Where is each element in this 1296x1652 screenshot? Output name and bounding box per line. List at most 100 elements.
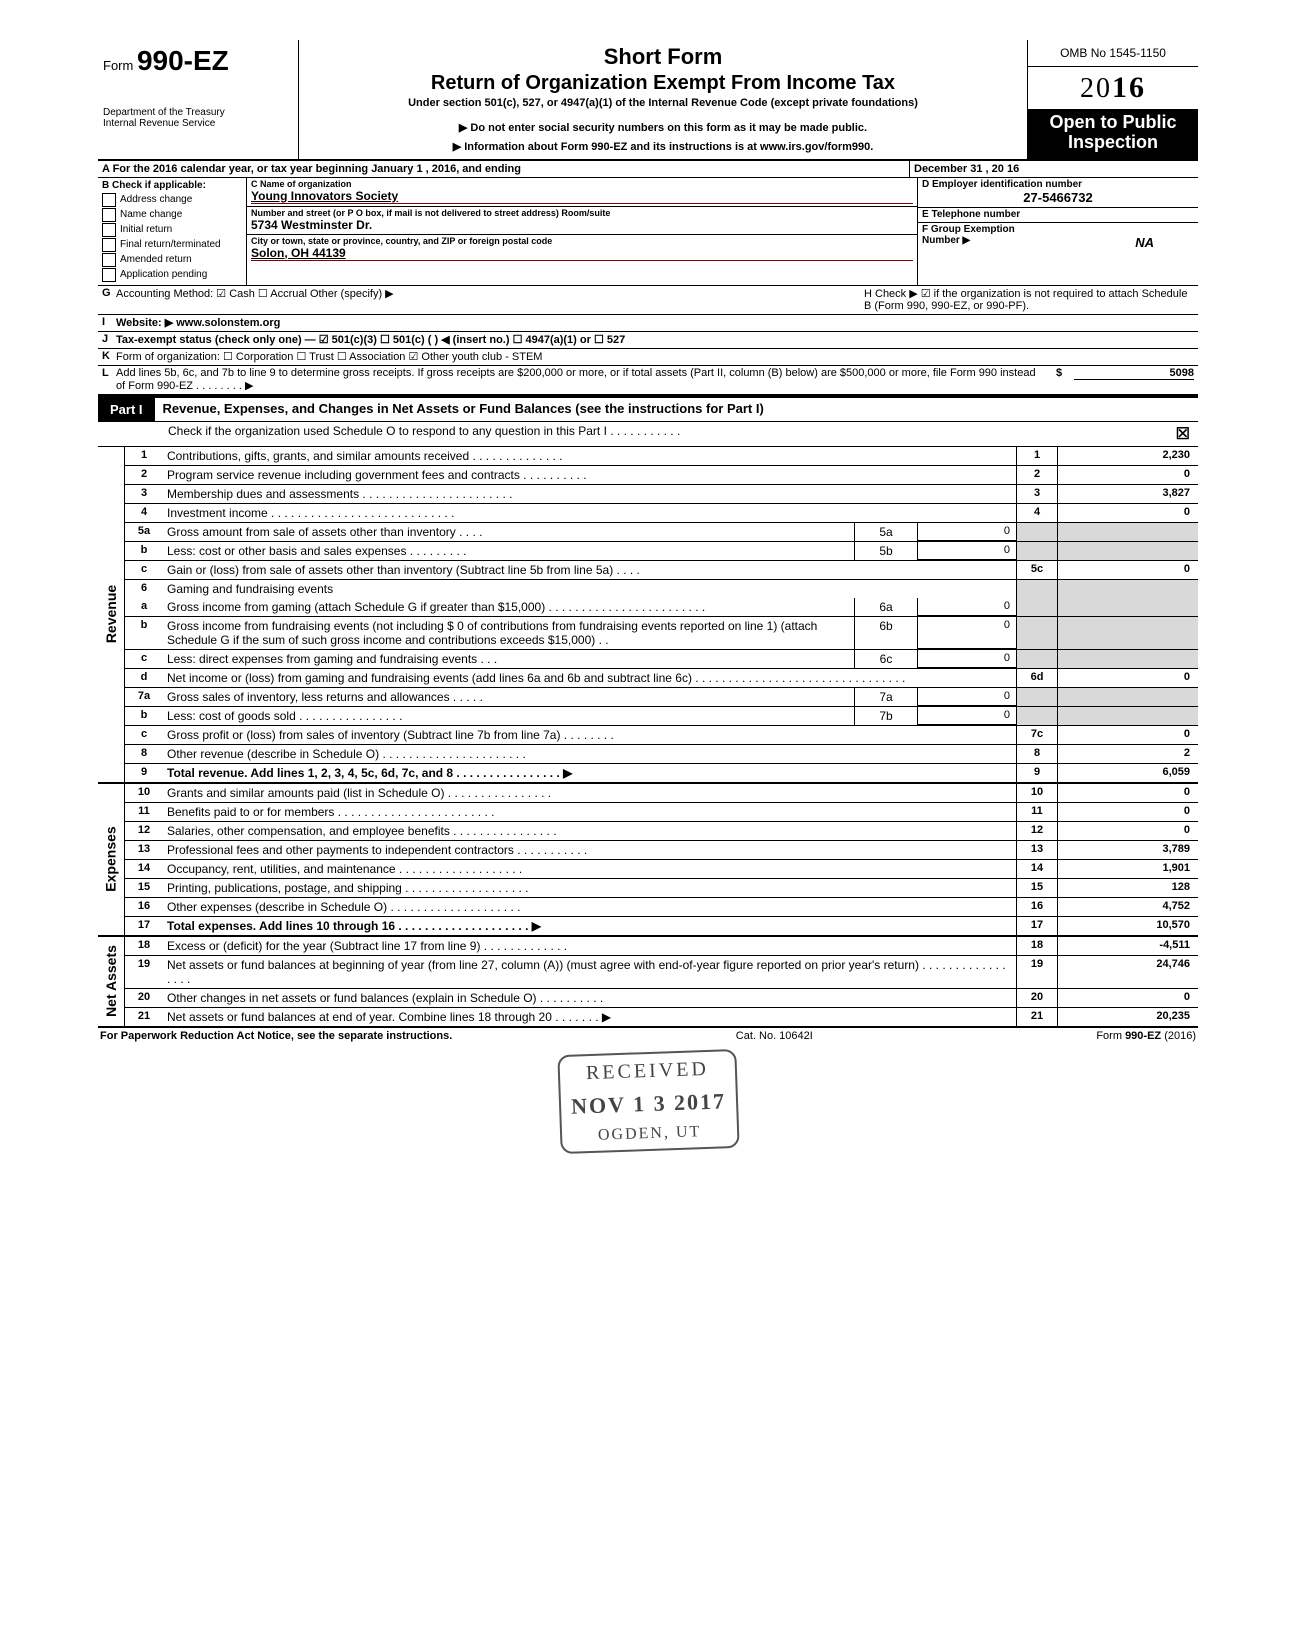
received-stamp: RECEIVED NOV 1 3 2017 OGDEN, UT [448,1052,848,1212]
tax-year: 2016 [1028,67,1198,109]
d-ein: D Employer identification number 27-5466… [918,178,1198,208]
part-1-title: Revenue, Expenses, and Changes in Net As… [155,398,1198,421]
dept-line-2: Internal Revenue Service [103,118,293,129]
subtitle: Under section 501(c), 527, or 4947(a)(1)… [305,97,1021,109]
footer-left: For Paperwork Reduction Act Notice, see … [100,1030,452,1042]
schedule-o-line: Check if the organization used Schedule … [98,422,1198,447]
row-a-left: A For the 2016 calendar year, or tax yea… [98,161,910,177]
line-i: I Website: ▶ www.solonstem.org [98,315,1198,332]
row-1: 1 Contributions, gifts, grants, and simi… [125,447,1198,466]
c-address: Number and street (or P O box, if mail i… [247,207,917,235]
row-8: 8 Other revenue (describe in Schedule O)… [125,745,1198,764]
ssn-note: ▶ Do not enter social security numbers o… [305,121,1021,134]
line-l: L Add lines 5b, 6c, and 7b to line 9 to … [98,366,1198,396]
year-bold: 16 [1112,71,1146,104]
ck-name-change[interactable]: Name change [102,208,242,222]
row-10: 10 Grants and similar amounts paid (list… [125,784,1198,803]
row-2: 2 Program service revenue including gove… [125,466,1198,485]
row-21: 21 Net assets or fund balances at end of… [125,1008,1198,1026]
title-return: Return of Organization Exempt From Incom… [305,72,1021,95]
c-name: C Name of organization Young Innovators … [247,178,917,207]
line-h-text: H Check ▶ ☑ if the organization is not r… [864,287,1194,312]
c-addr-label: Number and street (or P O box, if mail i… [251,208,913,218]
ck-label: Application pending [120,269,207,280]
f-grp-label: F Group Exemption [922,224,1194,235]
c-city-value: Solon, OH 44139 [251,246,913,261]
net-assets-side-label: Net Assets [98,937,125,1026]
form-number-box: Form 990-EZ Department of the Treasury I… [98,40,299,159]
row-6b: b Gross income from fundraising events (… [125,617,1198,650]
col-c: C Name of organization Young Innovators … [247,178,918,285]
part-1-header: Part I Revenue, Expenses, and Changes in… [98,396,1198,422]
c-addr-value: 5734 Westminster Dr. [251,218,913,232]
row-5b: b Less: cost or other basis and sales ex… [125,542,1198,561]
line-l-text: Add lines 5b, 6c, and 7b to line 9 to de… [116,367,1044,392]
omb-number: OMB No 1545-1150 [1028,40,1198,67]
line-j-text: Tax-exempt status (check only one) — ☑ 5… [116,334,625,346]
identity-block: B Check if applicable: Address change Na… [98,178,1198,286]
part-1-tab: Part I [98,398,155,421]
f-grp-value: NA [1135,235,1194,250]
c-name-label: C Name of organization [251,179,913,189]
e-telephone: E Telephone number [918,208,1198,223]
row-6c: c Less: direct expenses from gaming and … [125,650,1198,669]
ck-application-pending[interactable]: Application pending [102,268,242,282]
right-box: OMB No 1545-1150 2016 Open to Public Ins… [1027,40,1198,159]
info-note: ▶ Information about Form 990-EZ and its … [305,140,1021,153]
ck-label: Amended return [120,254,192,265]
row-7c: c Gross profit or (loss) from sales of i… [125,726,1198,745]
ck-amended-return[interactable]: Amended return [102,253,242,267]
revenue-section: Revenue 1 Contributions, gifts, grants, … [98,447,1198,784]
page-footer: For Paperwork Reduction Act Notice, see … [98,1028,1198,1044]
ck-label: Initial return [120,224,172,235]
form-header: Form 990-EZ Department of the Treasury I… [98,40,1198,161]
ck-address-change[interactable]: Address change [102,193,242,207]
row-12: 12 Salaries, other compensation, and emp… [125,822,1198,841]
row-9: 9 Total revenue. Add lines 1, 2, 3, 4, 5… [125,764,1198,782]
line-i-text: Website: ▶ www.solonstem.org [116,317,280,329]
row-a: A For the 2016 calendar year, or tax yea… [98,161,1198,178]
form-label: Form [103,58,133,73]
col-b: B Check if applicable: Address change Na… [98,178,247,285]
d-ein-value: 27-5466732 [922,190,1194,205]
footer-mid: Cat. No. 10642I [736,1030,813,1042]
row-18: 18 Excess or (deficit) for the year (Sub… [125,937,1198,956]
ck-label: Name change [120,209,182,220]
row-a-right: December 31 , 20 16 [910,161,1198,177]
c-name-value: Young Innovators Society [251,189,913,204]
ck-label: Final return/terminated [120,239,221,250]
expenses-section: Expenses 10 Grants and similar amounts p… [98,784,1198,937]
row-16: 16 Other expenses (describe in Schedule … [125,898,1198,917]
year-prefix: 20 [1080,73,1112,104]
row-11: 11 Benefits paid to or for members . . .… [125,803,1198,822]
row-6: 6 Gaming and fundraising events [125,580,1198,598]
revenue-side-label: Revenue [98,447,125,782]
schedule-o-text: Check if the organization used Schedule … [168,424,1176,444]
ck-initial-return[interactable]: Initial return [102,223,242,237]
form-number: 990-EZ [137,45,229,76]
footer-right: Form 990-EZ (2016) [1096,1030,1196,1042]
f-grp-label2: Number ▶ [922,235,1135,250]
f-group-exemption: F Group Exemption Number ▶ NA [918,223,1198,252]
row-6a: a Gross income from gaming (attach Sched… [125,598,1198,617]
b-label: B Check if applicable: [102,180,242,191]
row-7b: b Less: cost of goods sold . . . . . . .… [125,707,1198,726]
schedule-o-checkbox[interactable]: ☒ [1176,424,1190,444]
row-5c: c Gain or (loss) from sale of assets oth… [125,561,1198,580]
line-l-amount: 5098 [1074,367,1194,380]
row-17: 17 Total expenses. Add lines 10 through … [125,917,1198,935]
line-j: J Tax-exempt status (check only one) — ☑… [98,332,1198,349]
open-line-1: Open to Public [1030,113,1196,133]
c-city: City or town, state or province, country… [247,235,917,263]
row-20: 20 Other changes in net assets or fund b… [125,989,1198,1008]
col-d: D Employer identification number 27-5466… [918,178,1198,285]
row-3: 3 Membership dues and assessments . . . … [125,485,1198,504]
e-tel-label: E Telephone number [922,209,1194,220]
row-13: 13 Professional fees and other payments … [125,841,1198,860]
open-to-public: Open to Public Inspection [1028,109,1198,159]
row-7a: 7a Gross sales of inventory, less return… [125,688,1198,707]
line-k: K Form of organization: ☐ Corporation ☐ … [98,349,1198,366]
row-4: 4 Investment income . . . . . . . . . . … [125,504,1198,523]
line-k-text: Form of organization: ☐ Corporation ☐ Tr… [116,350,1194,363]
ck-final-return[interactable]: Final return/terminated [102,238,242,252]
